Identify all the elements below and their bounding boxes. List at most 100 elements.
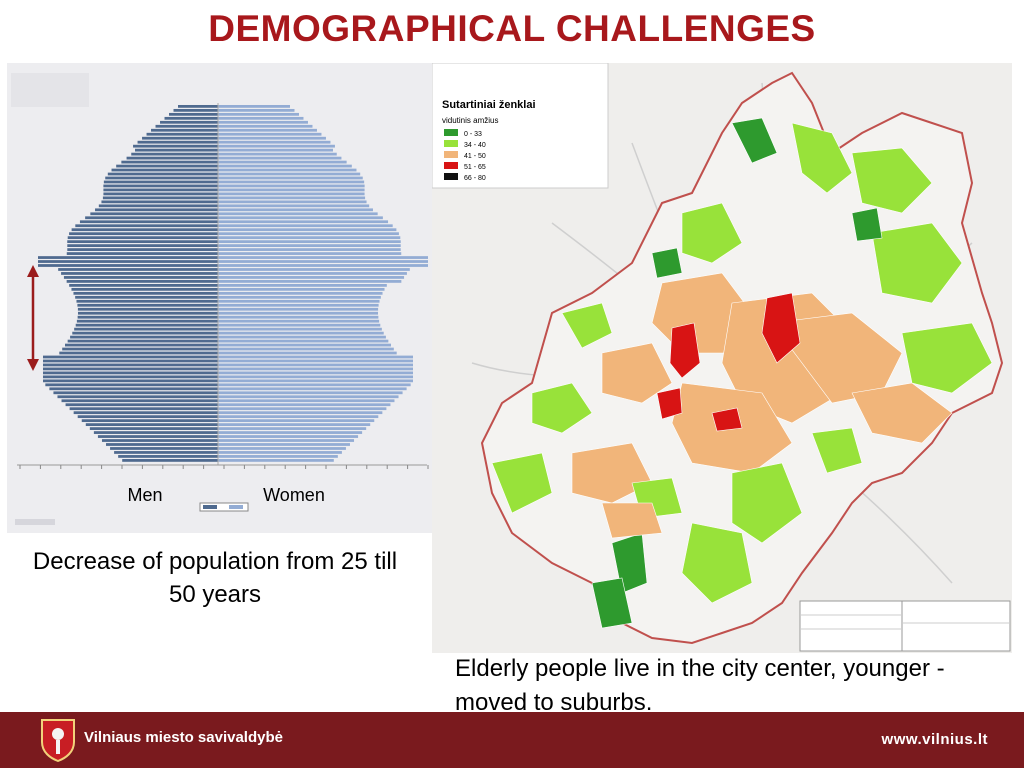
age-zone [851, 207, 883, 242]
age-zone [491, 452, 553, 514]
age-zone [681, 522, 753, 604]
pyramid-bar-men [146, 132, 218, 136]
legend-swatch [444, 140, 458, 147]
pyramid-bar-women [218, 136, 326, 140]
pyramid-bar-men [63, 276, 218, 279]
pyramid-bar-women [218, 168, 357, 172]
pyramid-bar-men [61, 399, 218, 403]
pyramid-bar-men [103, 192, 218, 196]
pyramid-bar-women [218, 403, 391, 407]
pyramid-bar-women [218, 220, 389, 224]
pyramid-bar-women [218, 124, 313, 128]
pyramid-bar-men [110, 447, 218, 450]
age-zone [656, 387, 683, 420]
pyramid-bar-women [218, 180, 365, 184]
legend-title: Sutartiniai ženklai [442, 99, 536, 111]
pyramid-bar-men [106, 443, 218, 446]
pyramid-bar-men [135, 148, 218, 152]
pyramid-bar-women [218, 299, 380, 303]
pyramid-bar-men [75, 295, 218, 299]
pyramid-bar-women [218, 359, 413, 363]
pyramid-bar-men [126, 156, 218, 160]
pyramid-bar-women [218, 212, 378, 216]
pyramid-bar-men [178, 105, 218, 108]
footer-bar: Vilniaus miesto savivaldybė www.vilnius.… [0, 712, 1024, 768]
pyramid-bar-women [218, 367, 413, 371]
pyramid-bar-women [218, 407, 387, 411]
pyramid-bar-women [218, 236, 401, 240]
pyramid-bar-men [77, 415, 218, 419]
pyramid-bar-women [218, 240, 401, 244]
caption-elderly-city-center: Elderly people live in the city center, … [455, 655, 945, 716]
pyramid-bar-women [218, 371, 413, 375]
pyramid-bar-women [218, 415, 379, 419]
legend-label: 41 - 50 [464, 153, 486, 160]
pyramid-bar-men [151, 128, 218, 132]
pyramid-bar-men [67, 248, 218, 251]
pyramid-bar-men [101, 200, 218, 204]
legend-label: 0 - 33 [464, 131, 482, 138]
pyramid-bar-women [218, 208, 373, 212]
pyramid-bar-men [61, 272, 218, 275]
pyramid-bar-women [218, 144, 335, 148]
pyramid-bar-men [71, 287, 218, 291]
pyramid-bar-men [70, 335, 218, 339]
age-zone [771, 312, 903, 404]
age-zone [561, 302, 613, 349]
pyramid-bar-men [67, 244, 218, 247]
age-zone [531, 382, 593, 434]
pyramid-bar-women [218, 307, 379, 311]
pyramid-bar-men [45, 383, 218, 387]
pyramid-bar-men [111, 168, 218, 172]
pyramid-bar-men [43, 355, 218, 359]
age-zone [851, 382, 953, 444]
pyramid-bar-women [218, 311, 379, 315]
pyramid-bar-women [218, 256, 428, 259]
map-legend: Sutartiniai ženklai vidutinis amžius 0 -… [432, 63, 609, 189]
pyramid-bar-men [155, 124, 218, 128]
pyramid-bar-men [43, 371, 218, 375]
age-zone [871, 222, 963, 304]
pyramid-bar-women [218, 184, 365, 188]
pyramid-bar-men [103, 184, 218, 188]
pyramid-bar-women [218, 204, 370, 208]
pyramid-bar-men [43, 375, 218, 379]
pyramid-bar-men [69, 284, 218, 287]
pyramid-bar-men [73, 411, 218, 415]
legend-swatch [444, 129, 458, 136]
footer-website[interactable]: www.vilnius.lt [881, 731, 988, 748]
legend-label: 66 - 80 [464, 175, 486, 182]
pyramid-bar-women [218, 455, 338, 458]
pyramid-bar-men [118, 455, 218, 458]
pyramid-bar-men [66, 280, 218, 283]
map-title-block [799, 600, 1011, 652]
pyramid-bar-women [218, 192, 365, 196]
pyramid-bar-women [218, 335, 386, 339]
pyramid-bar-men [59, 351, 218, 355]
pyramid-bar-women [218, 391, 403, 395]
pyramid-bar-women [218, 439, 355, 442]
pyramid-bar-women [218, 280, 402, 283]
age-zone [731, 117, 778, 164]
pyramid-bar-women [218, 244, 401, 247]
pyramid-bar-women [218, 427, 367, 430]
pyramid-bar-men [38, 256, 218, 259]
pyramid-bar-men [43, 363, 218, 367]
pyramid-bar-men [66, 252, 218, 255]
pyramid-bar-women [218, 319, 380, 323]
pyramid-bar-men [75, 224, 218, 228]
pyramid-bar-men [142, 136, 218, 140]
pyramid-bar-women [218, 228, 397, 232]
pyramid-chart: Men Women [11, 73, 429, 525]
pyramid-bar-women [218, 164, 352, 168]
pyramid-bar-women [218, 447, 346, 450]
pyramid-bar-men [85, 216, 219, 220]
pyramid-bar-men [67, 240, 218, 244]
pyramid-bar-men [72, 331, 218, 335]
pyramid-bar-men [77, 311, 218, 315]
legend-swatch [444, 173, 458, 180]
pyramid-bar-men [116, 164, 218, 168]
pyramid-bar-men [74, 327, 218, 331]
pyramid-bar-men [93, 431, 218, 434]
pyramid-bar-women [218, 176, 363, 180]
